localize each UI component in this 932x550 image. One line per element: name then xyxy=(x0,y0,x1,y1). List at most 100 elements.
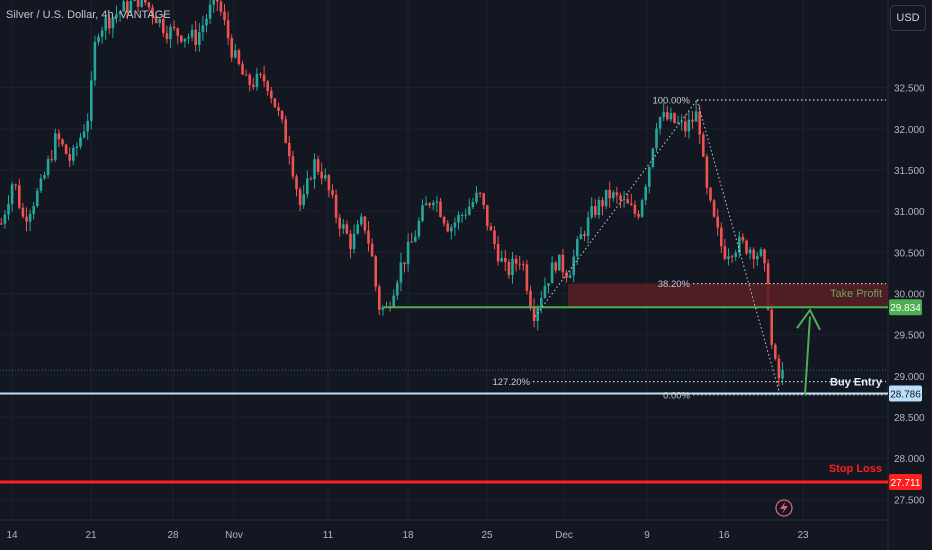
candle-body xyxy=(280,110,284,120)
candle-body xyxy=(352,233,356,250)
price-tick-label: 30.000 xyxy=(894,290,925,301)
candle-body xyxy=(126,1,129,13)
candle-body xyxy=(500,257,503,262)
candle-body xyxy=(471,202,475,207)
candle-body xyxy=(147,2,151,8)
candle-body xyxy=(453,222,457,228)
candle-body xyxy=(759,249,763,256)
target-arrow-head xyxy=(796,308,821,331)
candle-body xyxy=(594,205,597,215)
candle-body xyxy=(86,120,89,132)
candle-body xyxy=(590,205,593,218)
candle-body xyxy=(457,215,460,223)
candle-body xyxy=(561,254,565,273)
price-tick-label: 29.000 xyxy=(894,372,925,383)
fib-level-label: 0.00% xyxy=(663,390,690,401)
candle-body xyxy=(439,201,442,217)
time-tick-label: 14 xyxy=(6,530,18,541)
candle-body xyxy=(633,204,637,214)
candle-body xyxy=(151,7,154,17)
candle-body xyxy=(154,16,158,24)
candle-body xyxy=(694,111,698,122)
candle-body xyxy=(547,283,550,286)
candle-body xyxy=(432,202,435,206)
candle-body xyxy=(219,1,223,12)
candle-body xyxy=(554,262,557,271)
candle-body xyxy=(518,263,521,265)
candle-body xyxy=(165,33,169,40)
candle-body xyxy=(136,0,140,7)
annotation-labels: 100.00% 38.20% 127.20% 0.00% Take Profit Buy … xyxy=(492,96,882,476)
fib-level-label: 38.20% xyxy=(658,279,691,290)
candle-body xyxy=(532,308,536,322)
time-axis[interactable]: 14 21 28 Nov 11 18 25 Dec 9 16 23 xyxy=(6,530,809,541)
candle-body xyxy=(270,90,273,99)
fib-level-label: 100.00% xyxy=(652,96,690,107)
buy-entry-price-badge-text: 28.786 xyxy=(890,390,921,401)
candle-body xyxy=(349,233,352,250)
candle-body xyxy=(21,207,25,217)
price-axis[interactable]: 32.500 32.000 31.500 31.000 30.500 30.000 29.5… xyxy=(889,84,925,507)
candle-body xyxy=(68,154,71,161)
candle-body xyxy=(691,119,694,122)
candle-body xyxy=(673,113,676,123)
candle-body xyxy=(82,131,86,138)
candle-body xyxy=(680,121,683,123)
time-tick-label: 9 xyxy=(644,530,650,541)
candle-body xyxy=(331,190,334,195)
price-tick-label: 31.000 xyxy=(894,207,925,218)
candle-body xyxy=(709,187,712,201)
candle-body xyxy=(284,119,287,144)
candle-body xyxy=(669,113,673,120)
candle-body xyxy=(586,217,590,236)
candle-body xyxy=(579,234,583,240)
price-tick-label: 32.000 xyxy=(894,125,925,136)
candle-body xyxy=(183,38,187,42)
candle-body xyxy=(273,98,277,108)
candle-body xyxy=(525,264,529,291)
candle-body xyxy=(558,254,561,271)
candle-body xyxy=(637,213,640,217)
candle-body xyxy=(111,17,115,29)
candle-body xyxy=(122,1,125,12)
candle-body xyxy=(777,358,781,379)
candle-body xyxy=(651,148,655,167)
time-tick-label: 28 xyxy=(167,530,179,541)
candle-body xyxy=(115,14,118,18)
grid-lines xyxy=(0,0,889,550)
candle-body xyxy=(342,224,345,229)
candle-body xyxy=(381,306,385,310)
candle-body xyxy=(190,29,194,38)
time-tick-label: Dec xyxy=(555,530,573,541)
candle-body xyxy=(576,239,579,257)
time-tick-label: 21 xyxy=(85,530,97,541)
currency-button[interactable]: USD xyxy=(890,5,926,31)
candle-body xyxy=(716,216,719,228)
candle-body xyxy=(450,227,453,232)
candle-body xyxy=(90,80,93,121)
candle-body xyxy=(655,128,658,149)
candle-body xyxy=(133,0,136,2)
candle-body xyxy=(568,275,572,278)
candle-body xyxy=(486,205,489,227)
candle-body xyxy=(230,38,233,58)
candle-body xyxy=(752,249,755,260)
price-tick-label: 27.500 xyxy=(894,495,925,506)
candle-body xyxy=(338,217,341,229)
stop-loss-price-badge-text: 27.711 xyxy=(891,478,921,489)
candle-body xyxy=(306,178,309,195)
candle-body xyxy=(223,11,226,21)
price-tick-label: 30.500 xyxy=(894,248,925,259)
time-tick-label: 23 xyxy=(797,530,809,541)
time-tick-label: 11 xyxy=(323,530,334,541)
candle-body xyxy=(514,258,518,264)
candle-body xyxy=(25,216,28,222)
candle-body xyxy=(464,214,467,216)
candle-body xyxy=(435,201,439,203)
stop-loss-price-badge xyxy=(889,474,922,491)
candle-body xyxy=(662,112,665,118)
candle-body xyxy=(205,18,208,26)
candle-body xyxy=(543,285,547,298)
chart-title: Silver / U.S. Dollar, 4h, VANTAGE xyxy=(6,9,171,21)
